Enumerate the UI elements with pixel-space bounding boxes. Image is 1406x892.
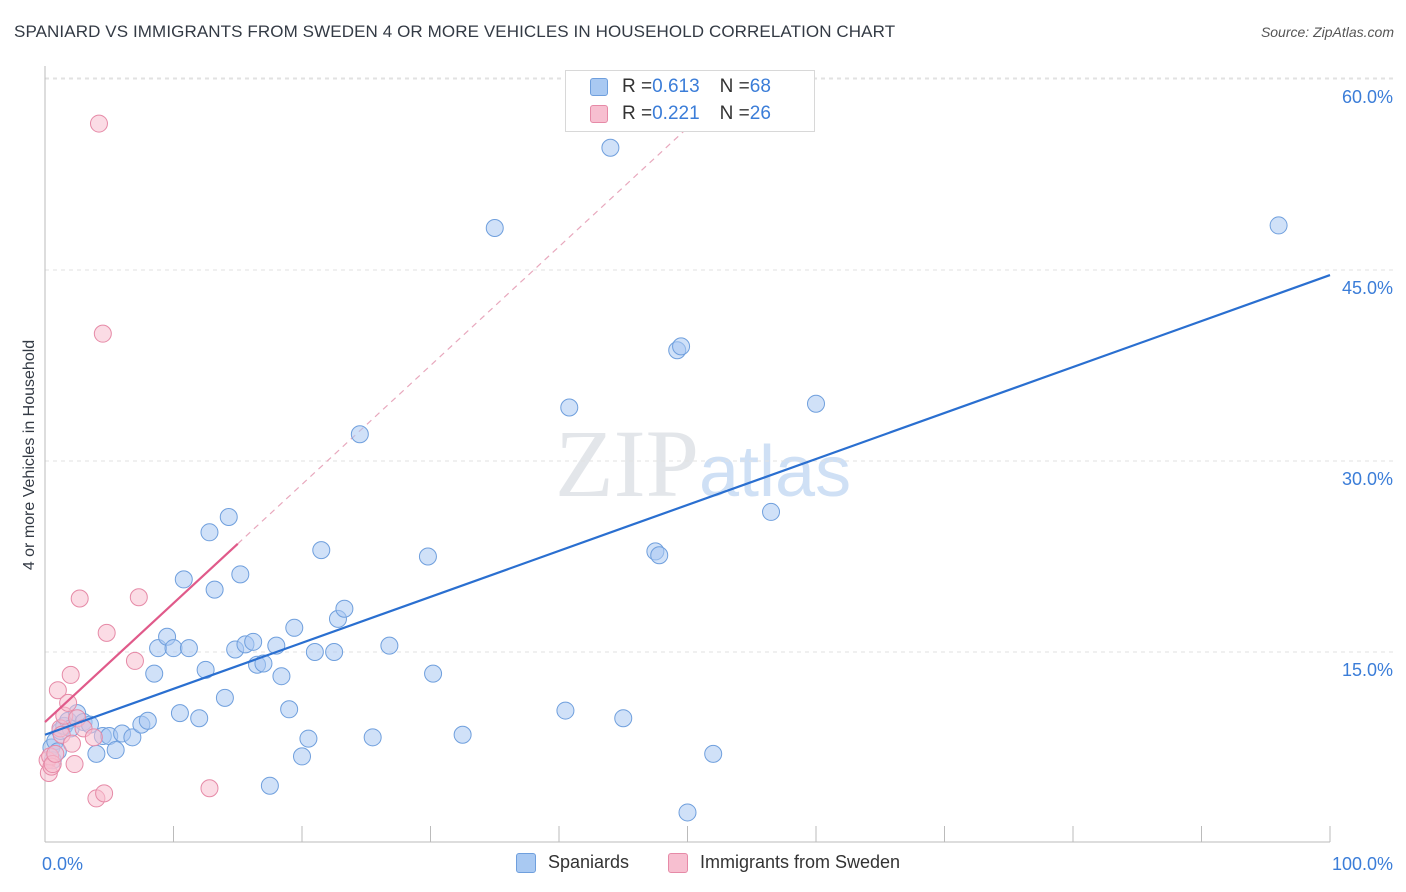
point-spaniards <box>1269 216 1288 235</box>
watermark: ZIPatlas <box>555 408 851 519</box>
legend-swatch-blue <box>590 78 608 96</box>
point-spaniards <box>363 728 382 747</box>
x-tick-label: 100.0% <box>1332 854 1393 874</box>
legend-swatch-spaniards <box>516 852 536 873</box>
point-sweden <box>48 681 67 700</box>
point-spaniards <box>556 701 575 720</box>
x-tick-label: 0.0% <box>42 854 83 874</box>
point-sweden <box>129 588 148 607</box>
point-spaniards <box>164 639 183 658</box>
point-spaniards <box>807 394 825 413</box>
point-sweden <box>46 744 65 763</box>
y-axis-label: 4 or more Vehicles in Household <box>21 339 38 571</box>
source-label: Source: ZipAtlas.com <box>1260 24 1394 40</box>
point-spaniards <box>280 700 299 719</box>
legend-swatch-sweden <box>668 852 688 873</box>
legend-n-value: 26 <box>749 103 771 124</box>
point-spaniards <box>205 580 224 599</box>
point-spaniards <box>614 709 633 728</box>
legend-row-spaniards: R = 0.613 N = 68 <box>590 75 771 99</box>
point-spaniards <box>219 508 238 527</box>
point-sweden <box>70 589 89 608</box>
point-spaniards <box>244 632 263 651</box>
point-spaniards <box>200 523 219 542</box>
legend-label-sweden: Immigrants from Sweden <box>700 852 901 872</box>
trend-line-sweden <box>44 542 239 723</box>
point-spaniards <box>293 747 311 766</box>
legend-item-spaniards[interactable]: Spaniards <box>516 852 629 873</box>
point-spaniards <box>335 599 354 618</box>
point-spaniards <box>325 643 344 661</box>
point-sweden <box>89 114 108 133</box>
point-sweden <box>125 651 144 670</box>
point-spaniards <box>190 709 209 728</box>
point-spaniards <box>138 711 157 730</box>
y-tick-label: 15.0% <box>1342 660 1393 680</box>
point-spaniards <box>453 725 472 744</box>
point-spaniards <box>704 744 723 763</box>
legend-label-spaniards: Spaniards <box>548 852 630 872</box>
point-spaniards <box>174 570 193 589</box>
point-spaniards <box>299 729 318 748</box>
legend-n-label: N = <box>719 76 750 97</box>
watermark-zip: ZIP <box>555 410 699 517</box>
point-sweden <box>93 324 112 343</box>
point-spaniards <box>762 502 781 521</box>
point-spaniards <box>179 639 198 658</box>
point-sweden <box>97 623 116 642</box>
point-spaniards <box>601 138 620 157</box>
point-spaniards <box>285 618 304 637</box>
legend-r-value: 0.221 <box>652 103 700 124</box>
point-sweden <box>62 734 81 753</box>
point-spaniards <box>560 398 579 417</box>
point-spaniards <box>106 741 125 760</box>
legend-r-value: 0.613 <box>652 76 700 97</box>
point-spaniards <box>424 664 443 683</box>
legend-swatch-pink <box>590 105 608 123</box>
legend-n-label: N = <box>719 103 750 124</box>
legend-series: Spaniards Immigrants from Sweden <box>0 851 1406 877</box>
point-spaniards <box>170 704 189 723</box>
legend-n-value: 68 <box>749 76 771 97</box>
point-spaniards <box>350 425 369 444</box>
point-spaniards <box>380 636 399 655</box>
point-spaniards <box>87 744 106 763</box>
watermark-atlas: atlas <box>699 432 852 512</box>
point-spaniards <box>485 218 504 237</box>
y-tick-label: 45.0% <box>1342 278 1393 298</box>
legend-row-sweden: R = 0.221 N = 26 <box>590 102 771 126</box>
legend-r-label: R = <box>622 103 653 124</box>
point-spaniards <box>650 546 669 565</box>
point-spaniards <box>231 565 250 584</box>
y-tick-label: 30.0% <box>1342 469 1393 489</box>
point-sweden <box>61 665 80 684</box>
legend-stats: R = 0.613 N = 68 R = 0.221 N = 26 <box>565 70 815 132</box>
point-spaniards <box>260 776 279 795</box>
point-sweden <box>84 728 103 747</box>
point-spaniards <box>305 643 324 661</box>
chart-title: SPANIARD VS IMMIGRANTS FROM SWEDEN 4 OR … <box>14 22 896 41</box>
point-spaniards <box>418 547 437 566</box>
legend-r-label: R = <box>622 76 653 97</box>
trend-line-spaniards <box>44 274 1331 736</box>
point-spaniards <box>145 664 164 683</box>
point-spaniards <box>672 337 691 356</box>
point-spaniards <box>272 667 291 686</box>
y-tick-label: 60.0% <box>1342 87 1393 107</box>
point-spaniards <box>312 541 331 560</box>
point-spaniards <box>123 728 142 747</box>
point-sweden <box>200 779 219 798</box>
point-spaniards <box>678 803 697 822</box>
point-sweden <box>59 693 78 712</box>
legend-item-sweden[interactable]: Immigrants from Sweden <box>668 852 900 873</box>
point-sweden <box>65 755 84 774</box>
point-spaniards <box>215 688 234 707</box>
point-sweden <box>95 784 114 803</box>
trend-extension-sweden <box>237 103 714 545</box>
